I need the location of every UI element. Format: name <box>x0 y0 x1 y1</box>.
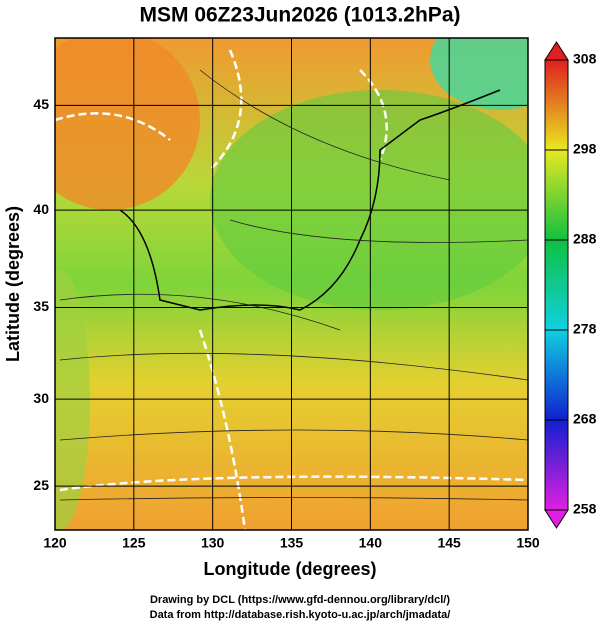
x-axis-label: Longitude (degrees) <box>203 559 376 579</box>
y-tick-label: 45 <box>33 96 49 112</box>
x-tick-label: 140 <box>359 535 383 551</box>
credit: Drawing by DCL (https://www.gfd-dennou.o… <box>150 594 450 606</box>
colorbar-tick-label: 258 <box>573 501 597 517</box>
colorbar-tick-label: 298 <box>573 141 597 157</box>
credit: Data from http://database.rish.kyoto-u.a… <box>150 609 451 621</box>
colorbar-bottom <box>544 509 569 529</box>
y-tick-label: 35 <box>33 298 49 314</box>
y-tick-label: 30 <box>33 390 49 406</box>
x-tick-label: 130 <box>201 535 225 551</box>
y-tick-label: 25 <box>33 477 49 493</box>
x-tick-label: 145 <box>437 535 461 551</box>
x-tick-label: 135 <box>280 535 304 551</box>
colorbar <box>544 59 569 511</box>
colorbar-tick-label: 278 <box>573 321 597 337</box>
colorbar-top <box>544 41 569 61</box>
y-axis-label: Latitude (degrees) <box>3 206 23 362</box>
colorbar-tick-label: 288 <box>573 231 597 247</box>
y-tick-label: 40 <box>33 201 49 217</box>
x-tick-label: 150 <box>516 535 540 551</box>
field <box>55 38 528 530</box>
x-tick-label: 120 <box>43 535 67 551</box>
colorbar-tick-label: 268 <box>573 411 597 427</box>
chart-title: MSM 06Z23Jun2026 (1013.2hPa) <box>140 4 461 27</box>
x-tick-label: 125 <box>122 535 146 551</box>
plot-frame <box>54 37 529 531</box>
colorbar-tick-label: 308 <box>573 51 597 67</box>
